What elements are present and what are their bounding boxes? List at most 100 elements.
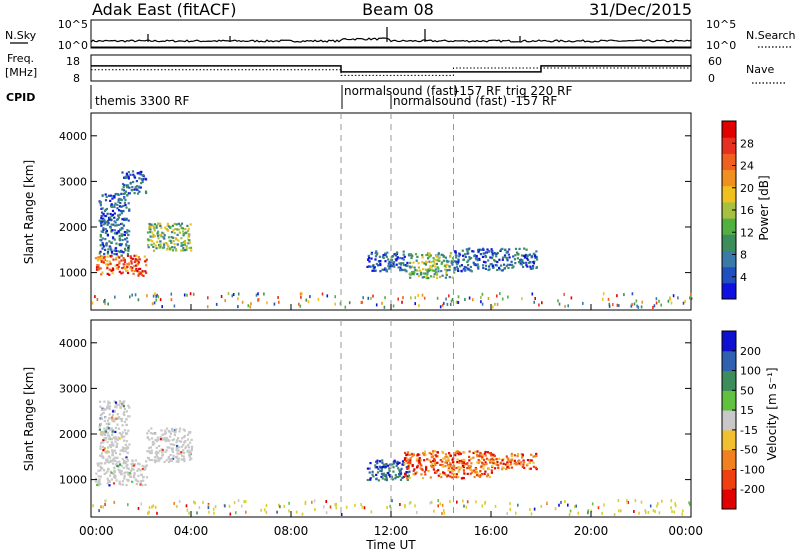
scatter-point	[433, 461, 436, 464]
colorbar-segment	[722, 185, 736, 203]
scatter-point	[479, 452, 482, 455]
scatter-point	[383, 463, 386, 466]
scatter-point	[372, 294, 374, 298]
scatter-point	[453, 266, 456, 269]
scatter-point	[173, 232, 176, 235]
scatter-point	[502, 462, 505, 465]
colorbar-segment	[722, 234, 736, 251]
scatter-point	[489, 461, 492, 464]
scatter-point	[419, 459, 422, 462]
scatter-point	[530, 459, 533, 462]
nsky-label: N.Sky	[5, 29, 37, 42]
scatter-point	[113, 232, 116, 235]
colorbar-segment	[722, 137, 736, 154]
scatter-point	[407, 465, 410, 468]
scatter-point	[141, 180, 144, 183]
scatter-point	[123, 247, 127, 250]
scatter-point	[369, 462, 372, 465]
scatter-point	[473, 475, 476, 478]
nave-label: Nave	[746, 63, 774, 76]
scatter-point	[119, 201, 122, 205]
scatter-point	[388, 467, 391, 470]
scatter-point	[395, 476, 398, 479]
scatter-point	[568, 513, 571, 516]
scatter-point	[656, 504, 658, 508]
scatter-point	[111, 272, 114, 275]
scatter-point	[128, 474, 131, 477]
scatter-point	[135, 264, 138, 267]
scatter-point	[477, 267, 480, 270]
scatter-point	[104, 301, 106, 305]
scatter-point	[394, 254, 398, 257]
scatter-point	[107, 451, 111, 454]
scatter-point	[128, 208, 131, 211]
scatter-point	[378, 255, 381, 258]
scatter-point	[187, 450, 190, 453]
scatter-point	[370, 510, 373, 514]
scatter-point	[112, 258, 115, 261]
scatter-point	[466, 250, 469, 253]
scatter-point	[670, 499, 673, 503]
scatter-point	[188, 239, 191, 242]
scatter-point	[381, 301, 383, 305]
scatter-point	[405, 466, 408, 469]
scatter-point	[423, 459, 426, 462]
scatter-point	[169, 226, 172, 229]
scatter-point	[108, 240, 111, 243]
scatter-point	[126, 240, 129, 243]
scatter-point	[640, 305, 643, 309]
scatter-point	[104, 438, 107, 441]
scatter-point	[122, 466, 125, 469]
scatter-point	[482, 260, 486, 263]
scatter-point	[125, 243, 128, 246]
scatter-point	[455, 300, 458, 304]
scatter-point	[127, 244, 131, 247]
scatter-point	[436, 461, 439, 464]
scatter-point	[427, 470, 430, 473]
scatter-point	[107, 479, 110, 482]
scatter-point	[96, 483, 99, 487]
colorbar-segment	[722, 331, 736, 352]
scatter-point	[469, 472, 472, 475]
scatter-point	[370, 252, 373, 256]
scatter-point	[484, 255, 488, 259]
scatter-point	[375, 253, 378, 256]
scatter-point	[305, 298, 308, 302]
scatter-point	[478, 455, 481, 458]
scatter-point	[138, 258, 141, 261]
scatter-point	[501, 247, 504, 250]
scatter-point	[463, 265, 466, 269]
scatter-point	[121, 446, 125, 449]
scatter-point	[558, 503, 560, 507]
scatter-point	[457, 470, 460, 473]
scatter-point	[172, 454, 175, 457]
scatter-point	[421, 254, 424, 257]
scatter-point	[130, 260, 133, 263]
scatter-point	[145, 460, 148, 463]
scatter-point	[527, 258, 530, 261]
scatter-point	[406, 478, 409, 481]
scatter-point	[607, 297, 610, 301]
scatter-point	[684, 299, 686, 303]
scatter-point	[118, 403, 121, 406]
scatter-point	[424, 260, 427, 263]
scatter-point	[102, 456, 105, 460]
ytick-label: 4000	[59, 130, 87, 143]
scatter-point	[416, 464, 420, 467]
scatter-point	[144, 483, 147, 486]
scatter-point	[169, 435, 172, 438]
scatter-point	[99, 233, 102, 237]
scatter-point	[129, 256, 132, 259]
scatter-point	[175, 441, 178, 444]
scatter-point	[130, 269, 133, 272]
scatter-point	[177, 239, 180, 242]
scatter-point	[379, 460, 382, 463]
scatter-point	[640, 500, 643, 504]
scatter-point	[380, 468, 383, 471]
scatter-point	[437, 474, 440, 477]
scatter-point	[109, 246, 112, 249]
scatter-point	[503, 263, 506, 266]
scatter-point	[115, 406, 118, 409]
scatter-point	[448, 294, 450, 298]
scatter-point	[469, 468, 472, 471]
